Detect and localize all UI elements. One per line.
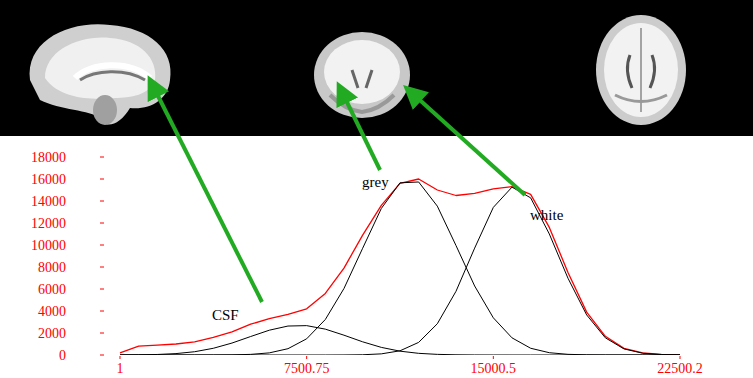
y-tick-label: 16000 [31,172,66,187]
y-tick-label: 0 [59,348,66,363]
y-tick [100,201,104,202]
x-tick [306,356,307,359]
coronal-white [324,40,400,104]
y-tick-label: 6000 [38,282,66,297]
figure: 0 2000 4000 6000 8000 10000 12000 14000 16000 180… [0,0,753,378]
mri-band [0,0,753,136]
mri-background [0,0,753,136]
sagittal-white [45,38,155,99]
x-tick [493,356,494,359]
temporal-lobes [330,95,394,112]
y-tick-label: 14000 [31,194,66,209]
y-tick [100,223,104,224]
coronal-brain [314,32,410,118]
x-tick-label: 15000.5 [471,361,517,376]
series-label: white [530,207,564,223]
y-tick [100,179,104,180]
x-tick-label: 1 [117,361,124,376]
y-tick-label: 10000 [31,238,66,253]
x-tick [680,356,681,359]
y-tick [100,267,104,268]
y-tick-label: 18000 [31,150,66,165]
y-tick [100,355,104,356]
background [0,0,753,378]
y-tick-label: 4000 [38,304,66,319]
ventricle [80,72,145,80]
axial-ventricles [627,55,654,88]
plot-area [120,179,680,355]
arrow [412,93,525,195]
sagittal-slice [30,24,171,125]
y-tick-label: 2000 [38,326,66,341]
y-tick [100,311,104,312]
brainstem [93,95,117,125]
x-tick-label: 7500.75 [284,361,330,376]
y-tick-label: 12000 [31,216,66,231]
x-tick-label: 22500.2 [657,361,703,376]
y-tick [100,245,104,246]
y-tick [100,289,104,290]
y-tick-label: 8000 [38,260,66,275]
midline [640,28,642,112]
sagittal-brain [30,24,171,124]
coronal-slice [314,32,410,118]
arrow [342,92,380,170]
series-label: CSF [212,307,239,323]
series-label: grey [362,174,389,190]
histogram-line [120,179,680,355]
fit-curve [120,182,680,355]
y-tick [100,157,104,158]
axial-slice [596,15,686,125]
axial-brain [596,15,686,125]
y-tick [100,333,104,334]
axial-white [604,23,678,117]
arrow [153,86,262,302]
fit-curve [120,187,680,355]
coronal-ventricles [352,70,372,88]
x-tick [120,356,121,359]
occipital-cortex [615,95,667,102]
